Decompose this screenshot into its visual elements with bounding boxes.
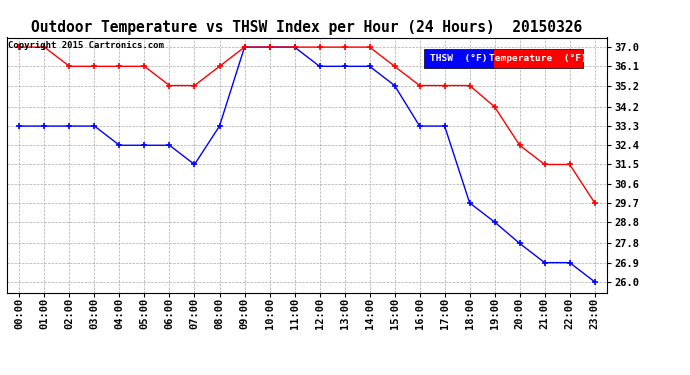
FancyBboxPatch shape — [493, 49, 583, 68]
FancyBboxPatch shape — [424, 49, 493, 68]
Text: Temperature  (°F): Temperature (°F) — [489, 54, 587, 63]
Title: Outdoor Temperature vs THSW Index per Hour (24 Hours)  20150326: Outdoor Temperature vs THSW Index per Ho… — [32, 20, 582, 35]
Text: THSW  (°F): THSW (°F) — [430, 54, 487, 63]
Text: Copyright 2015 Cartronics.com: Copyright 2015 Cartronics.com — [8, 41, 164, 50]
